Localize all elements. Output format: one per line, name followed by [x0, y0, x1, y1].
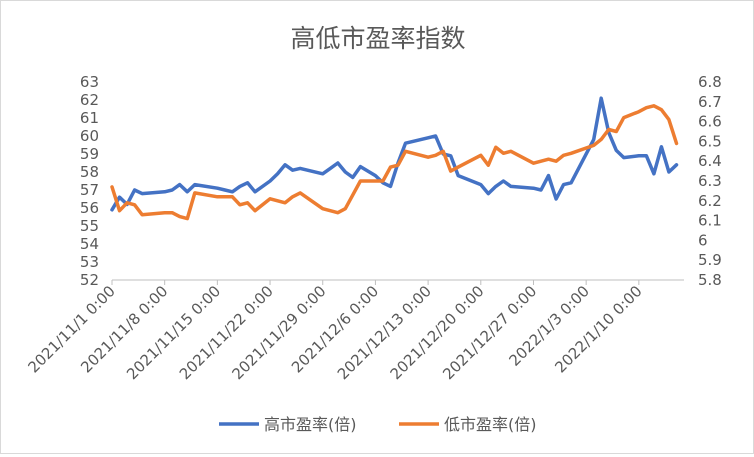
x-tick-label: 2021/12/27 0:00 [439, 282, 540, 383]
right-y-tick-label: 6.1 [698, 212, 722, 230]
left-y-tick-label: 56 [80, 199, 99, 217]
left-y-tick-label: 52 [80, 271, 99, 289]
left-y-tick-label: 62 [80, 91, 99, 109]
x-tick-label: 2021/11/29 0:00 [229, 282, 330, 383]
right-y-tick-label: 6.2 [698, 192, 722, 210]
x-tick-label: 2021/11/22 0:00 [176, 282, 277, 383]
series-line-high-pe [110, 96, 679, 212]
x-tick-label: 2021/12/13 0:00 [334, 282, 435, 383]
left-y-tick-label: 60 [80, 127, 99, 145]
right-y-axis: 5.8 5.9 66.1 6.2 6.3 6.4 6.56.6 6.7 6.8 [698, 73, 722, 289]
series-lines [110, 96, 679, 221]
right-y-tick-label: 6.7 [698, 93, 722, 111]
right-y-tick-label: 6.3 [698, 172, 722, 190]
left-y-tick-label: 58 [80, 163, 99, 181]
right-y-tick-label: 5.8 [698, 271, 722, 289]
right-y-tick-label: 6.5 [698, 132, 722, 150]
x-tick-label: 2021/12/20 0:00 [387, 282, 488, 383]
left-y-tick-label: 61 [80, 109, 99, 127]
right-y-tick-label: 5.9 [698, 251, 722, 269]
left-y-tick-label: 53 [80, 253, 99, 271]
left-y-tick-label: 63 [80, 73, 99, 91]
series-line-low-pe [110, 104, 679, 221]
left-y-tick-label: 57 [80, 181, 99, 199]
chart-title: 高低市盈率指数 [290, 24, 465, 53]
right-y-tick-label: 6.4 [698, 152, 722, 170]
left-y-tick-label: 59 [80, 145, 99, 163]
legend-label-high-pe: 高市盈率(倍) [264, 415, 357, 434]
right-y-tick-label: 6.8 [698, 73, 722, 91]
legend-label-low-pe: 低市盈率(倍) [444, 415, 537, 434]
x-tick-label: 2021/11/1 0:00 [25, 282, 119, 376]
legend: 高市盈率(倍) 低市盈率(倍) [219, 415, 537, 434]
left-y-tick-label: 54 [80, 235, 99, 253]
right-y-tick-label: 6.6 [698, 113, 722, 131]
left-y-tick-label: 55 [80, 217, 99, 235]
right-y-tick-label: 6 [698, 231, 708, 249]
x-tick-label: 2021/11/15 0:00 [123, 282, 224, 383]
